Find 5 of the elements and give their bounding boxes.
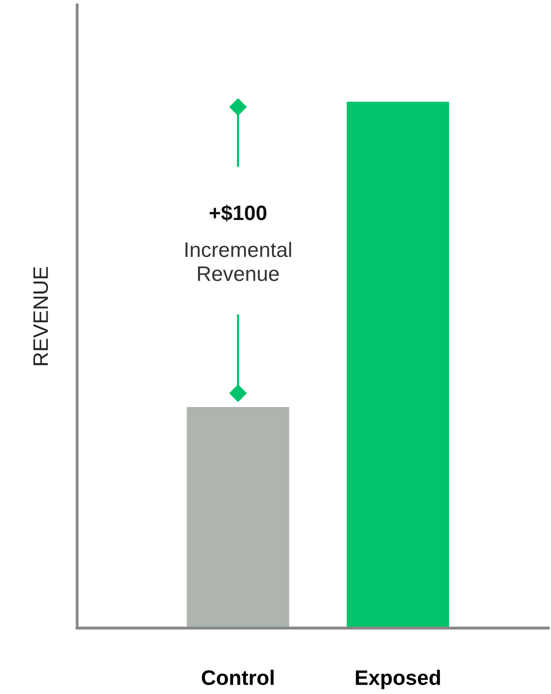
x-tick-label: Exposed [356,670,440,690]
x-tick-label: Control [202,670,274,686]
annotation: +$100 [210,204,266,222]
y-axis-title: REVENUE [33,267,48,366]
annotation: Incremental Revenue [186,242,292,282]
